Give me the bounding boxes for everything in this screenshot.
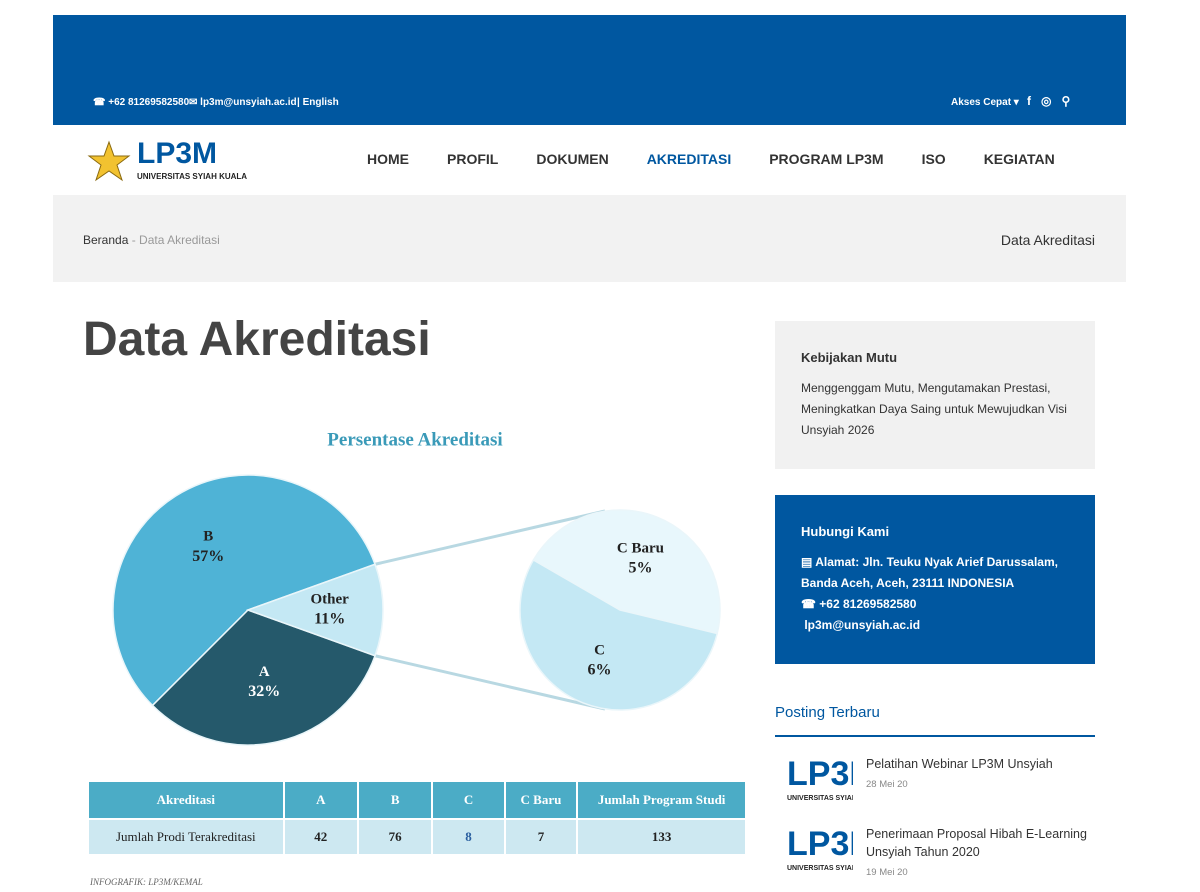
table-header-cell: Jumlah Program Studi [578,782,745,818]
slice-value: 57% [192,548,224,565]
thumb-logo: LP3M [787,825,853,863]
table-header-cell: B [358,782,432,818]
nav-item[interactable]: ISO [921,151,946,167]
thumb-subtitle: UNIVERSITAS SYIAH KUALA [787,865,853,872]
pie-slice [519,558,719,711]
slice-name: C Baru [617,540,664,556]
contact-phone: +62 81269582580 [819,597,917,611]
slice-name: B [203,529,213,545]
quick-access-text[interactable]: Akses Cepat [951,97,1012,108]
infographic: Persentase Akreditasi B 57% A 32% Other 11% C B… [112,429,721,746]
post-thumbnail: LP3M UNIVERSITAS SYIAH KUALA [775,825,853,877]
phone: ☎ +62 81269582580 [93,97,190,108]
table-cell: 76 [358,820,432,854]
slice-value: 5% [628,560,652,577]
nav-item[interactable]: AKREDITASI [646,151,732,167]
nav: HOME PROFIL DOKUMEN AKREDITASI PROGRAM LP3M I… [367,151,1055,167]
breadcrumb: Beranda - Data Akreditasi Data Akreditas… [53,195,1126,282]
table-header-cell: A [284,782,357,818]
table-cell: Jumlah Prodi Terakreditasi [89,820,283,854]
recent-title: Posting Terbaru [775,704,1095,737]
contact-address: Alamat: Jln. Teuku Nyak Arief Darussalam… [801,555,1058,590]
slice-name: C [594,642,605,658]
table-header-cell: Akreditasi [89,782,283,818]
chart-title: Persentase Akreditasi [327,429,502,450]
policy-text: Menggenggam Mutu, Mengutamakan Prestasi,… [801,381,1067,437]
logo-name[interactable]: LP3M [137,137,218,170]
phone-text: +62 81269582580 [108,97,190,108]
nav-item[interactable]: PROFIL [447,151,499,167]
policy-box: Kebijakan Mutu Menggenggam Mutu, Menguta… [775,321,1095,469]
slice-value: 32% [248,683,280,700]
policy-title: Kebijakan Mutu [801,350,898,365]
breadcrumb-current: - Data Akreditasi [131,233,220,247]
quick-access[interactable]: Akses Cepat ▾ [951,97,1019,108]
slice-value: 6% [588,662,612,679]
slice-value: 11% [314,611,345,628]
table-body: Jumlah Prodi Terakreditasi 42 76 8 7 133 [89,820,745,854]
table-row: Jumlah Prodi Terakreditasi 42 76 8 7 133 [89,820,745,854]
connector [374,509,606,566]
slice-name: A [259,664,270,680]
social-icons[interactable]: f ◎ ⚲ [1027,94,1071,108]
connector [374,654,606,711]
top-bar: ☎ +62 81269582580 ✉ lp3m@unsyiah.ac.id |… [53,15,1126,125]
pie-slice [532,509,721,635]
credit: INFOGRAFIK: LP3M/KEMAL [90,877,203,887]
page-label: Data Akreditasi [1000,232,1095,248]
table-cell: 42 [284,820,357,854]
page-title: Data Akreditasi [83,313,431,366]
table-header: Akreditasi A B C C Baru Jumlah Program Studi [89,782,745,818]
email[interactable]: ✉ lp3m@unsyiah.ac.id [189,97,297,108]
table-cell: 7 [505,820,577,854]
table-header-cell: C [433,782,504,818]
breadcrumb-home[interactable]: Beranda [83,233,129,247]
post-title[interactable]: Pelatihan Webinar LP3M Unsyiah [866,757,1053,771]
contact-box: Hubungi Kami ▤ Alamat: Jln. Teuku Nyak A… [775,495,1095,664]
nav-item[interactable]: HOME [367,151,409,167]
contact-email[interactable]: lp3m@unsyiah.ac.id [804,618,921,632]
pie-slice [151,609,376,746]
language-link[interactable]: | English [297,97,339,108]
table-cell: 133 [578,820,745,854]
table-header-cell: C Baru [505,782,577,818]
pie-slice [112,474,376,707]
logo-subtitle: UNIVERSITAS SYIAH KUALA [137,172,248,181]
thumb-subtitle: UNIVERSITAS SYIAH KUALA [787,795,853,802]
nav-item[interactable]: KEGIATAN [983,151,1055,167]
slice-name: Other [311,591,350,607]
pie-slice [245,563,384,657]
contact-title: Hubungi Kami [801,524,890,539]
header: LP3M UNIVERSITAS SYIAH KUALA HOME PROFIL D… [53,125,1126,195]
email-text[interactable]: lp3m@unsyiah.ac.id [200,97,297,108]
nav-item[interactable]: PROGRAM LP3M [769,151,884,167]
post[interactable]: LP3M UNIVERSITAS SYIAH KUALA Penerimaan Pr… [775,825,1095,880]
accreditation-table: Akreditasi A B C C Baru Jumlah Program Studi … [87,780,747,856]
table-cell: 8 [433,820,504,854]
post-title[interactable]: Penerimaan Proposal Hibah E-Learning Uns… [866,827,1087,859]
post-date: 19 Mei 20 [866,867,908,878]
post[interactable]: LP3M UNIVERSITAS SYIAH KUALA Pelatihan Web… [775,755,1095,810]
thumb-logo: LP3M [787,755,853,793]
post-thumbnail: LP3M UNIVERSITAS SYIAH KUALA [775,755,853,807]
post-date: 28 Mei 20 [866,779,908,790]
logo-icon [87,140,131,182]
nav-item[interactable]: DOKUMEN [536,151,609,167]
